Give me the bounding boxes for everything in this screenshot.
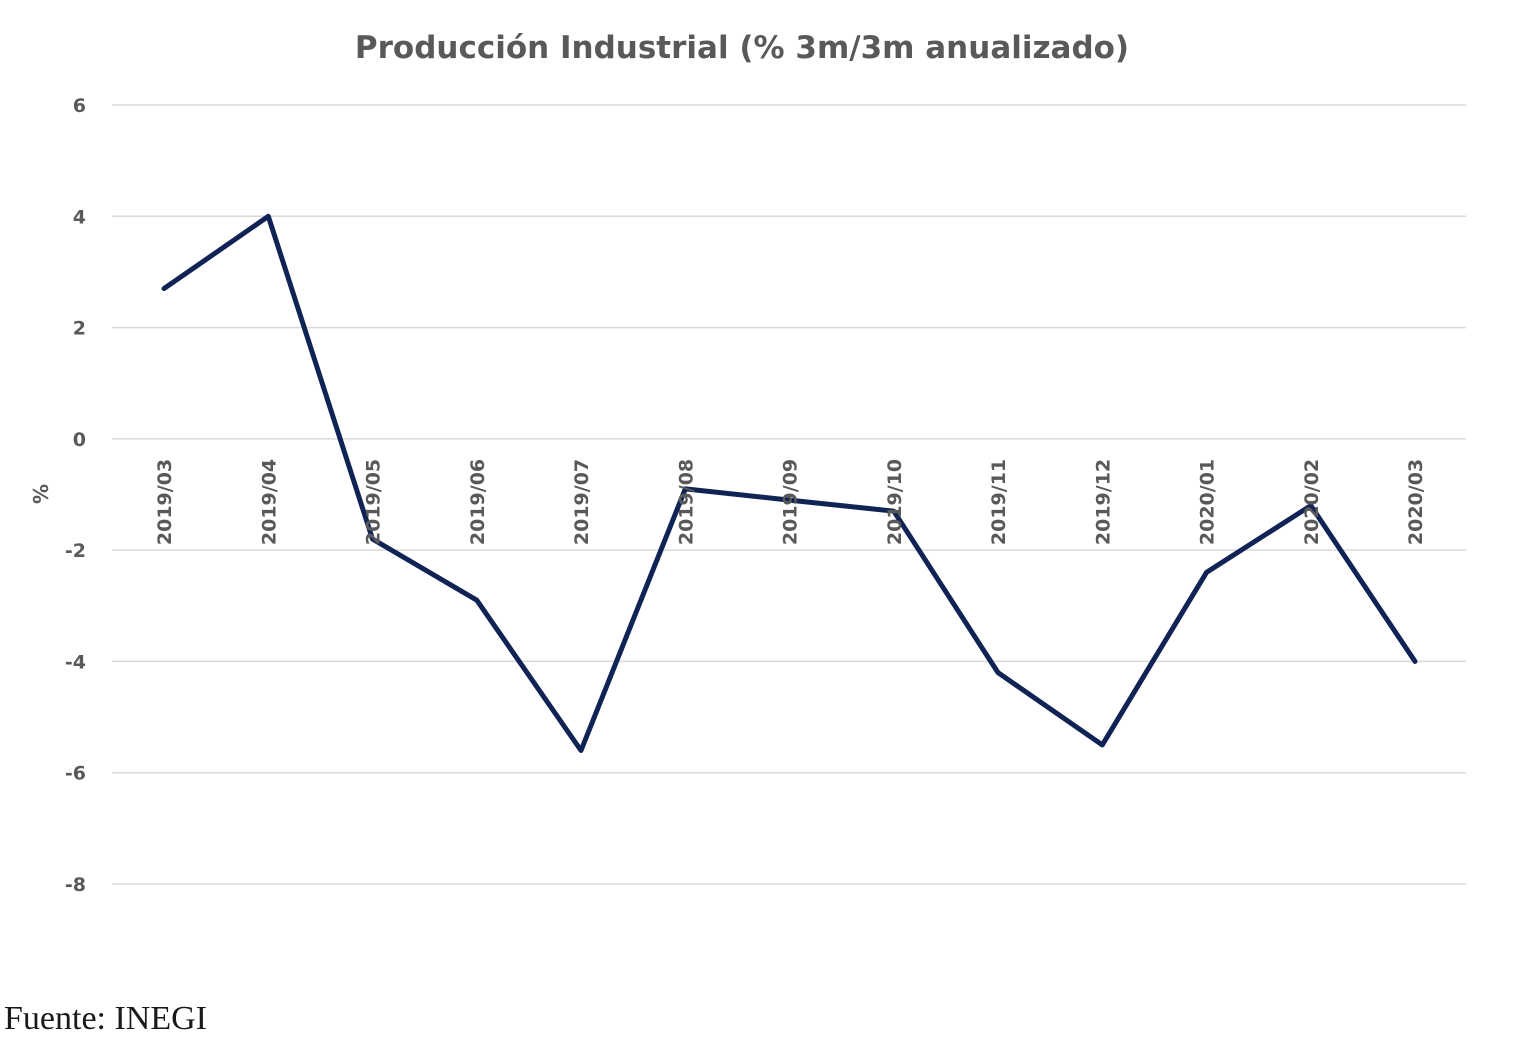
series-line	[161, 213, 1418, 753]
x-tick-label: 2019/11	[988, 459, 1010, 545]
x-tick-label: 2020/02	[1301, 459, 1323, 545]
y-tick-label: -2	[65, 540, 86, 562]
x-tick-label: 2019/10	[884, 459, 906, 545]
x-tick-label: 2019/07	[571, 459, 593, 545]
x-tick-label: 2019/08	[675, 459, 697, 545]
source-note: Fuente: INEGI	[4, 1000, 208, 1037]
x-tick-label: 2020/03	[1405, 459, 1427, 545]
y-tick-label: -6	[65, 763, 86, 785]
y-axis-label: %	[29, 484, 53, 504]
y-tick-label: 2	[73, 318, 86, 340]
y-tick-label: 0	[73, 429, 86, 451]
y-tick-label: 4	[73, 206, 86, 228]
x-axis-ticks: 2019/03 2019/04 2019/05 2019/06 2019/07 2019/…	[154, 459, 1427, 545]
series-lines	[161, 213, 1418, 753]
y-axis-ticks: 6 4 2 0 -2 -4 -6 -8	[65, 95, 86, 896]
y-tick-label: -8	[65, 874, 86, 896]
line-chart: Producción Industrial (% 3m/3m anualizad…	[29, 30, 1466, 896]
x-tick-label: 2019/09	[780, 459, 802, 545]
x-tick-label: 2019/05	[363, 459, 385, 545]
x-tick-label: 2020/01	[1197, 459, 1219, 545]
x-tick-label: 2019/06	[467, 459, 489, 545]
x-tick-label: 2019/03	[154, 459, 176, 545]
chart-title: Producción Industrial (% 3m/3m anualizad…	[355, 30, 1129, 66]
x-tick-label: 2019/04	[258, 459, 280, 545]
y-tick-label: 6	[73, 95, 86, 117]
x-tick-label: 2019/12	[1092, 459, 1114, 545]
y-tick-label: -4	[65, 651, 86, 673]
